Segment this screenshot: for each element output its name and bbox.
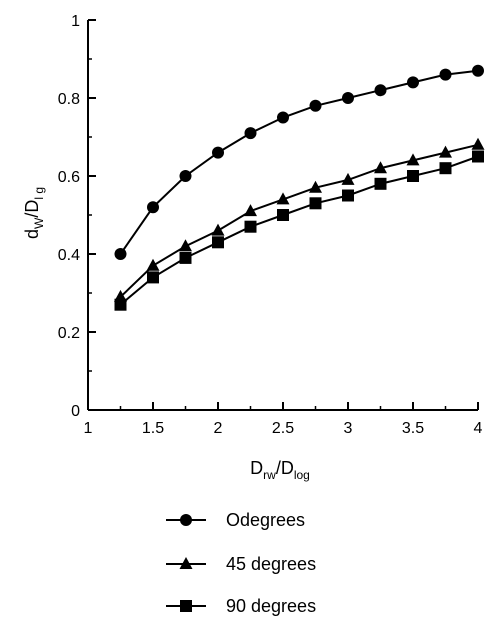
x-tick-label: 4: [474, 420, 483, 437]
x-tick-label: 2: [214, 420, 223, 437]
x-axis-label-main: D: [250, 458, 263, 478]
data-point: [309, 180, 322, 193]
series: [114, 137, 485, 302]
data-point: [374, 161, 387, 174]
data-point: [179, 251, 192, 264]
x-tick-label: 2.5: [272, 420, 294, 437]
data-point: [147, 271, 159, 284]
legend-label: 90 degrees: [226, 596, 316, 616]
data-point: [244, 204, 257, 217]
data-point: [211, 223, 225, 236]
legend-label: 45 degrees: [226, 554, 316, 574]
data-point: [114, 298, 127, 311]
y-tick-label: 0.6: [58, 169, 80, 186]
data-point: [309, 197, 322, 210]
y-axis-label-slash: /D: [22, 200, 42, 218]
data-point: [374, 177, 387, 190]
y-tick-label: 0.4: [58, 247, 80, 264]
legend-entry: Odegrees: [166, 510, 305, 530]
data-point: [114, 248, 127, 260]
data-point: [342, 189, 354, 202]
x-tick-label: 3: [344, 420, 353, 437]
legend-marker: [180, 600, 192, 612]
y-axis-label: dW/Dl g: [22, 187, 46, 239]
data-point: [309, 99, 322, 112]
y-tick-label: 0.2: [58, 325, 80, 342]
series-line: [119, 155, 479, 306]
data-point: [471, 137, 485, 150]
y-axis-label-sub2: l g: [32, 187, 46, 200]
x-tick-label: 3.5: [402, 420, 424, 437]
data-point: [342, 92, 354, 104]
data-point: [374, 84, 387, 97]
data-point: [244, 127, 257, 140]
y-tick-label: 0.8: [58, 91, 80, 108]
data-point: [146, 258, 160, 271]
legend-entry: 90 degrees: [166, 596, 316, 616]
data-point: [472, 150, 484, 163]
data-point: [179, 239, 192, 252]
x-axis-label-sub1: rw: [263, 468, 276, 482]
data-point: [277, 209, 289, 221]
legend-entry: 45 degrees: [166, 554, 316, 574]
data-point: [277, 111, 289, 124]
x-axis-label-sub2: log: [294, 468, 310, 482]
legend: Odegrees 45 degrees 90 degrees: [166, 510, 316, 616]
data-point: [407, 170, 419, 182]
data-point: [179, 170, 192, 182]
plot-area: 1 1.5 2 2.5 3 3.5 4 0 0.2 0.4 0.6 0.8 1: [58, 13, 483, 437]
y-tick-label: 0: [71, 403, 80, 420]
data-point: [341, 172, 355, 185]
data-point: [147, 201, 159, 214]
x-tick-label: 1: [84, 420, 93, 437]
x-axis-label-slash: /D: [276, 458, 294, 478]
series: [114, 150, 484, 311]
x-tick-label: 1.5: [142, 420, 164, 437]
y-axis-label-main: d: [22, 229, 42, 239]
data-point: [439, 162, 452, 175]
series-line: [119, 69, 479, 255]
legend-label: Odegrees: [226, 510, 305, 530]
data-point: [439, 68, 452, 81]
y-axis-label-sub1: W: [32, 217, 46, 229]
data-point: [472, 64, 484, 77]
data-point: [212, 146, 224, 159]
x-axis-label: Drw/Dlog: [250, 458, 310, 482]
data-point: [244, 220, 257, 233]
series-layer: [114, 64, 485, 311]
data-point: [276, 192, 290, 205]
data-point: [212, 236, 224, 249]
legend-marker: [179, 557, 193, 569]
y-tick-label: 1: [71, 13, 80, 30]
data-point: [406, 153, 420, 166]
data-point: [407, 76, 419, 89]
series-line: [119, 143, 479, 298]
legend-marker: [180, 514, 192, 526]
series: [114, 64, 484, 260]
data-point: [439, 145, 452, 158]
